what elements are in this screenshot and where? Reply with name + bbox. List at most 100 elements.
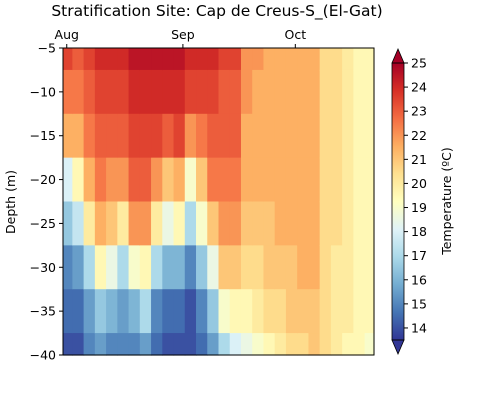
- heatmap-cell: [308, 333, 321, 356]
- heatmap-cell: [162, 113, 175, 159]
- heatmap-cell: [229, 289, 242, 334]
- heatmap-cell: [72, 289, 85, 334]
- heatmap-cell: [173, 157, 186, 203]
- y-tick-label: −30: [30, 260, 56, 275]
- heatmap-cell: [106, 201, 118, 246]
- heatmap-cell: [162, 69, 175, 115]
- heatmap-cell: [229, 333, 242, 356]
- heatmap-cell: [173, 113, 186, 159]
- heatmap-cell: [128, 48, 141, 71]
- heatmap-cell: [364, 48, 375, 71]
- heatmap-cell: [274, 201, 287, 246]
- heatmap-cell: [106, 48, 118, 71]
- heatmap-cell: [308, 69, 321, 115]
- heatmap-cell: [319, 48, 332, 71]
- heatmap-cell: [240, 333, 253, 356]
- heatmap-cell: [72, 113, 85, 159]
- heatmap-cell: [196, 113, 208, 159]
- colorbar-tick-label: 24: [411, 80, 427, 95]
- heatmap-cell: [342, 48, 354, 71]
- colorbar: 14 15 16 17 18 19 20 21 22 23 24 25: [391, 47, 427, 356]
- heatmap-cell: [117, 48, 130, 71]
- heatmap-cell: [342, 245, 354, 290]
- heatmap-cell: [342, 201, 354, 246]
- heatmap-cell: [353, 113, 366, 159]
- heatmap-cell: [330, 113, 343, 159]
- heatmap-cell: [72, 201, 85, 246]
- heatmap-cell: [229, 69, 242, 115]
- y-tick-label: −25: [30, 216, 56, 231]
- x-tick-label: Sep: [171, 27, 195, 42]
- heatmap-cell: [308, 48, 321, 71]
- heatmap-cell: [72, 245, 85, 290]
- heatmap-cell: [364, 157, 375, 203]
- heatmap-cell: [184, 201, 197, 246]
- heatmap-cell: [218, 289, 231, 334]
- heatmap-cell: [218, 113, 231, 159]
- heatmap-cell: [128, 289, 141, 334]
- heatmap-cell: [308, 113, 321, 159]
- heatmap-cell: [252, 245, 265, 290]
- heatmap-cell: [263, 69, 276, 115]
- heatmap-cell: [106, 113, 118, 159]
- heatmap-cell: [162, 157, 175, 203]
- heatmap-cell: [207, 333, 220, 356]
- heatmap-cell: [94, 113, 107, 159]
- heatmap-cell: [117, 113, 130, 159]
- heatmap-cell: [229, 201, 242, 246]
- heatmap-cell: [353, 245, 366, 290]
- heatmap-cell: [274, 48, 287, 71]
- colorbar-tick-label: 17: [411, 248, 427, 263]
- heatmap-cell: [184, 289, 197, 334]
- heatmap-cell: [218, 48, 231, 71]
- heatmap-cell: [229, 245, 242, 290]
- heatmap-cell: [218, 333, 231, 356]
- heatmap-cell: [218, 201, 231, 246]
- heatmap-cell: [252, 113, 265, 159]
- heatmap-cell: [353, 289, 366, 334]
- heatmap-cell: [196, 48, 208, 71]
- heatmap-cell: [297, 113, 310, 159]
- heatmap-cell: [364, 245, 375, 290]
- heatmap-cell: [319, 245, 332, 290]
- heatmap-cell: [151, 69, 163, 115]
- heatmap-cell: [207, 113, 220, 159]
- colorbar-tick-label: 22: [411, 128, 427, 143]
- heatmap-cell: [319, 157, 332, 203]
- heatmap-cell: [207, 69, 220, 115]
- heatmap-cell: [196, 245, 208, 290]
- heatmap-cell: [319, 69, 332, 115]
- heatmap-cell: [252, 69, 265, 115]
- heatmap-cell: [83, 289, 96, 334]
- heatmap-cell: [117, 289, 130, 334]
- heatmap-cell: [240, 69, 253, 115]
- heatmap-cell: [63, 113, 73, 159]
- heatmap-cell: [207, 48, 220, 71]
- heatmap-cell: [72, 333, 85, 356]
- heatmap-cell: [162, 333, 175, 356]
- heatmap-cell: [330, 157, 343, 203]
- heatmap-cell: [151, 113, 163, 159]
- heatmap-cell: [106, 69, 118, 115]
- colorbar-tick-label: 25: [411, 56, 427, 71]
- heatmap-cell: [263, 333, 276, 356]
- heatmap-cell: [308, 245, 321, 290]
- heatmap-cell: [173, 245, 186, 290]
- heatmap-cell: [229, 113, 242, 159]
- heatmap-cell: [330, 245, 343, 290]
- heatmap-cell: [297, 289, 310, 334]
- colorbar-tick-label: 15: [411, 296, 427, 311]
- heatmap-cell: [173, 289, 186, 334]
- y-tick-label: −15: [30, 128, 56, 143]
- colorbar-tick-label: 21: [411, 152, 427, 167]
- heatmap-cell: [330, 289, 343, 334]
- heatmap-cell: [263, 201, 276, 246]
- heatmap-cell: [263, 48, 276, 71]
- heatmap-cell: [229, 48, 242, 71]
- heatmap-cell: [83, 245, 96, 290]
- heatmap-cell: [128, 157, 141, 203]
- colorbar-gradient: [392, 63, 404, 340]
- heatmap-cell: [252, 48, 265, 71]
- heatmap-cell: [207, 245, 220, 290]
- colorbar-label: Temperature (ºC): [439, 147, 454, 256]
